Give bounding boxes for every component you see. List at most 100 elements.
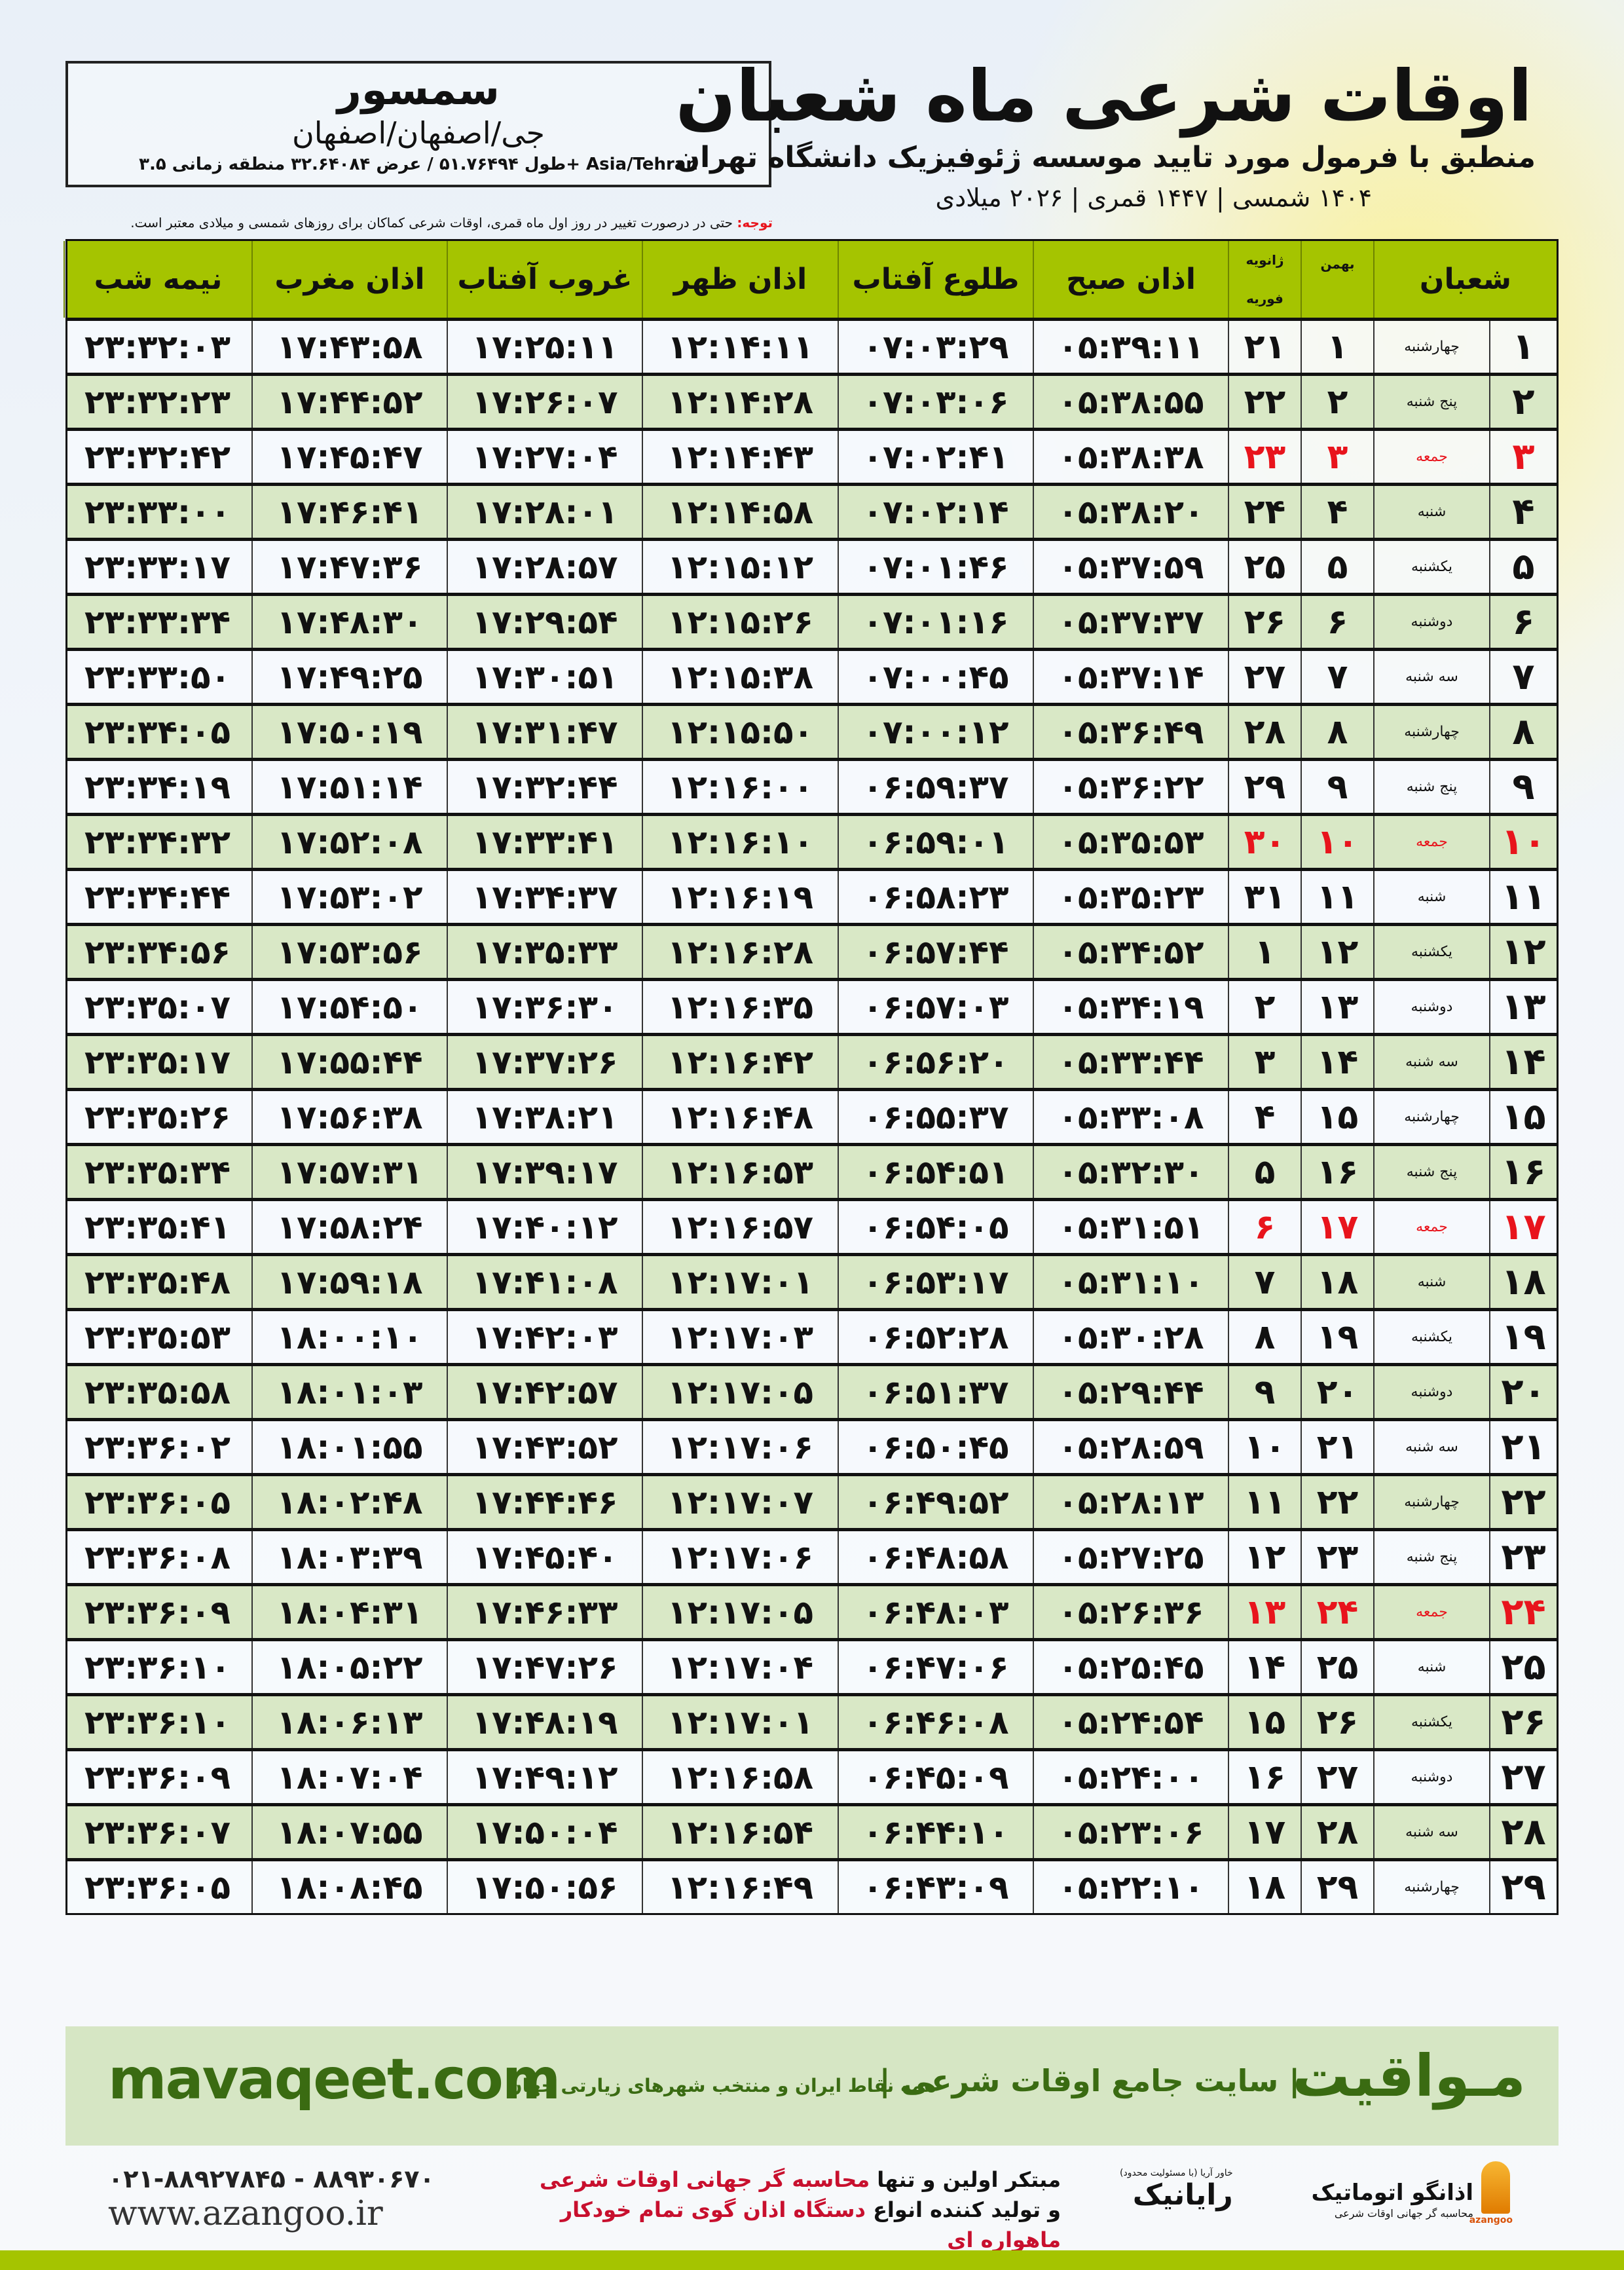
dhuhr-time: ۱۲:۱۴:۴۳ — [642, 431, 838, 483]
table-row: ۲۵ شنبه ۲۵ ۱۴ ۰۵:۲۵:۴۵ ۰۶:۴۷:۰۶ ۱۲:۱۷:۰۴ ۱۷:۴۷:… — [67, 1638, 1557, 1693]
fajr-time: ۰۵:۳۴:۱۹ — [1033, 981, 1228, 1033]
gregorian-day: ۱۷ — [1228, 1806, 1301, 1858]
midnight-time: ۲۳:۳۵:۱۷ — [84, 1043, 231, 1081]
dhuhr-time: ۱۲:۱۷:۰۷ — [642, 1476, 838, 1528]
bahman-day: ۲۷ — [1301, 1751, 1373, 1803]
azangoo-website[interactable]: www.azangoo.ir — [108, 2194, 383, 2233]
azangoo-sub: محاسبه گر جهانی اوقات شرعی — [1334, 2207, 1473, 2220]
gregorian-day: ۷ — [1228, 1256, 1301, 1308]
site-url[interactable]: mavaqeet.com — [108, 2047, 561, 2112]
midnight-time: ۲۳:۳۴:۰۵ — [84, 713, 231, 751]
weekday: یکشنبه — [1373, 1696, 1489, 1748]
fajr-time: ۰۵:۳۶:۴۹ — [1033, 706, 1228, 758]
midnight-time: ۲۳:۳۶:۰۷ — [84, 1813, 231, 1851]
maghrib-time: ۱۷:۵۶:۳۸ — [251, 1091, 447, 1143]
maghrib-time: ۱۷:۵۸:۲۴ — [251, 1201, 447, 1253]
maghrib-time: ۱۷:۵۴:۵۰ — [251, 981, 447, 1033]
weekday: پنج شنبه — [1373, 1531, 1489, 1583]
sunset-time: ۱۷:۲۷:۰۴ — [447, 431, 642, 483]
gregorian-day: ۲۱ — [1228, 321, 1301, 373]
location-box: سمسور جی/اصفهان/اصفهان طول ۵۱.۷۶۴۹۴ / عر… — [65, 61, 771, 187]
gregorian-day: ۲ — [1228, 981, 1301, 1033]
midnight-time: ۲۳:۳۶:۱۰ — [84, 1648, 231, 1686]
table-header: شعبان بهمن ژانویه فوریه اذان صبح طلوع آفت… — [64, 241, 1557, 318]
midnight-time: ۲۳:۳۳:۳۴ — [84, 603, 231, 641]
table-row: ۱۷ جمعه ۱۷ ۶ ۰۵:۳۱:۵۱ ۰۶:۵۴:۰۵ ۱۲:۱۶:۵۷ ۱۷:۴۰:۱… — [67, 1198, 1557, 1253]
midnight-time: ۲۳:۳۵:۳۴ — [84, 1153, 231, 1191]
day-number: ۱۸ — [1489, 1256, 1557, 1308]
col-gregorian-top: ژانویه — [1246, 252, 1284, 269]
sunset-time: ۱۷:۳۸:۲۱ — [447, 1091, 642, 1143]
dhuhr-time: ۱۲:۱۶:۱۰ — [642, 816, 838, 868]
sunrise-time: ۰۶:۴۴:۱۰ — [838, 1806, 1033, 1858]
maghrib-time: ۱۷:۴۷:۳۶ — [251, 541, 447, 593]
gregorian-day: ۲۶ — [1228, 596, 1301, 648]
midnight-time: ۲۳:۳۴:۳۲ — [84, 823, 231, 861]
bahman-day: ۱۹ — [1301, 1311, 1373, 1363]
azangoo-en: azangoo — [1469, 2215, 1513, 2225]
fajr-time: ۰۵:۳۹:۱۱ — [1033, 321, 1228, 373]
sunrise-time: ۰۶:۵۴:۰۵ — [838, 1201, 1033, 1253]
midnight-time: ۲۳:۳۳:۰۰ — [84, 493, 231, 531]
day-number: ۱۶ — [1489, 1146, 1557, 1198]
sunset-time: ۱۷:۴۴:۴۶ — [447, 1476, 642, 1528]
gregorian-day: ۸ — [1228, 1311, 1301, 1363]
day-number: ۱۴ — [1489, 1036, 1557, 1088]
maghrib-time: ۱۷:۴۳:۵۸ — [251, 321, 447, 373]
mavaqeet-banner — [65, 2026, 1559, 2146]
midnight-time: ۲۳:۳۶:۰۲ — [84, 1428, 231, 1466]
gregorian-day: ۲۹ — [1228, 761, 1301, 813]
table-row: ۱۲ یکشنبه ۱۲ ۱ ۰۵:۳۴:۵۲ ۰۶:۵۷:۴۴ ۱۲:۱۶:۲۸ ۱۷:۳۵… — [67, 923, 1557, 978]
gregorian-day: ۳ — [1228, 1036, 1301, 1088]
table-row: ۱۰ جمعه ۱۰ ۳۰ ۰۵:۳۵:۵۳ ۰۶:۵۹:۰۱ ۱۲:۱۶:۱۰ ۱۷:۳۳:… — [67, 813, 1557, 868]
bahman-day: ۱۵ — [1301, 1091, 1373, 1143]
sunrise-time: ۰۷:۰۱:۴۶ — [838, 541, 1033, 593]
table-row: ۱۴ سه شنبه ۱۴ ۳ ۰۵:۳۳:۴۴ ۰۶:۵۶:۲۰ ۱۲:۱۶:۴۲ ۱۷:۳… — [67, 1033, 1557, 1088]
col-dhuhr: اذان ظهر — [642, 241, 838, 318]
day-number: ۲۴ — [1489, 1586, 1557, 1638]
midnight-time: ۲۳:۳۶:۰۸ — [84, 1538, 231, 1576]
fajr-time: ۰۵:۳۶:۲۲ — [1033, 761, 1228, 813]
day-number: ۲۶ — [1489, 1696, 1557, 1748]
azangoo-name: اذانگو اتوماتیک — [1311, 2180, 1473, 2206]
bahman-day: ۱۷ — [1301, 1201, 1373, 1253]
rayanik-name: رایانیک — [1132, 2178, 1233, 2212]
fajr-time: ۰۵:۳۸:۵۵ — [1033, 376, 1228, 428]
maghrib-time: ۱۷:۵۳:۰۲ — [251, 871, 447, 923]
day-number: ۱۱ — [1489, 871, 1557, 923]
sunset-time: ۱۷:۳۹:۱۷ — [447, 1146, 642, 1198]
sunset-time: ۱۷:۳۵:۳۳ — [447, 926, 642, 978]
sunset-time: ۱۷:۵۰:۵۶ — [447, 1861, 642, 1913]
bahman-day: ۲۴ — [1301, 1586, 1373, 1638]
weekday: دوشنبه — [1373, 981, 1489, 1033]
day-number: ۷ — [1489, 651, 1557, 703]
midnight-time: ۲۳:۳۶:۰۹ — [84, 1758, 231, 1796]
sunrise-time: ۰۷:۰۲:۱۴ — [838, 486, 1033, 538]
table-row: ۸ چهارشنبه ۸ ۲۸ ۰۵:۳۶:۴۹ ۰۷:۰۰:۱۲ ۱۲:۱۵:۵۰ ۱۷:۳… — [67, 703, 1557, 758]
gregorian-day: ۱۲ — [1228, 1531, 1301, 1583]
fajr-time: ۰۵:۳۳:۰۸ — [1033, 1091, 1228, 1143]
fajr-time: ۰۵:۳۰:۲۸ — [1033, 1311, 1228, 1363]
sunrise-time: ۰۶:۵۹:۰۱ — [838, 816, 1033, 868]
year-line: ۱۴۰۴ شمسی | ۱۴۴۷ قمری | ۲۰۲۶ میلادی — [935, 183, 1372, 212]
gregorian-day: ۱۱ — [1228, 1476, 1301, 1528]
midnight-time: ۲۳:۳۲:۴۲ — [84, 437, 231, 476]
col-bahman: بهمن — [1301, 241, 1373, 318]
maghrib-time: ۱۸:۰۳:۳۹ — [251, 1531, 447, 1583]
sunrise-time: ۰۶:۴۹:۵۲ — [838, 1476, 1033, 1528]
maghrib-time: ۱۸:۰۸:۴۵ — [251, 1861, 447, 1913]
day-number: ۵ — [1489, 541, 1557, 593]
bahman-day: ۲۱ — [1301, 1421, 1373, 1473]
maghrib-time: ۱۸:۰۶:۱۳ — [251, 1696, 447, 1748]
fajr-time: ۰۵:۲۲:۱۰ — [1033, 1861, 1228, 1913]
sunset-time: ۱۷:۴۱:۰۸ — [447, 1256, 642, 1308]
sunset-time: ۱۷:۳۰:۵۱ — [447, 651, 642, 703]
bahman-day: ۱۰ — [1301, 816, 1373, 868]
sunset-time: ۱۷:۵۰:۰۴ — [447, 1806, 642, 1858]
promo-2b: دستگاه اذان گوی تمام خودکار ماهواره ای — [560, 2197, 1061, 2252]
day-number: ۲۰ — [1489, 1366, 1557, 1418]
sunset-time: ۱۷:۴۶:۳۳ — [447, 1586, 642, 1638]
promo-text: مبتکر اولین و تنها محاسبه گر جهانی اوقات… — [485, 2165, 1061, 2255]
weekday: جمعه — [1373, 1586, 1489, 1638]
fajr-time: ۰۵:۳۱:۵۱ — [1033, 1201, 1228, 1253]
